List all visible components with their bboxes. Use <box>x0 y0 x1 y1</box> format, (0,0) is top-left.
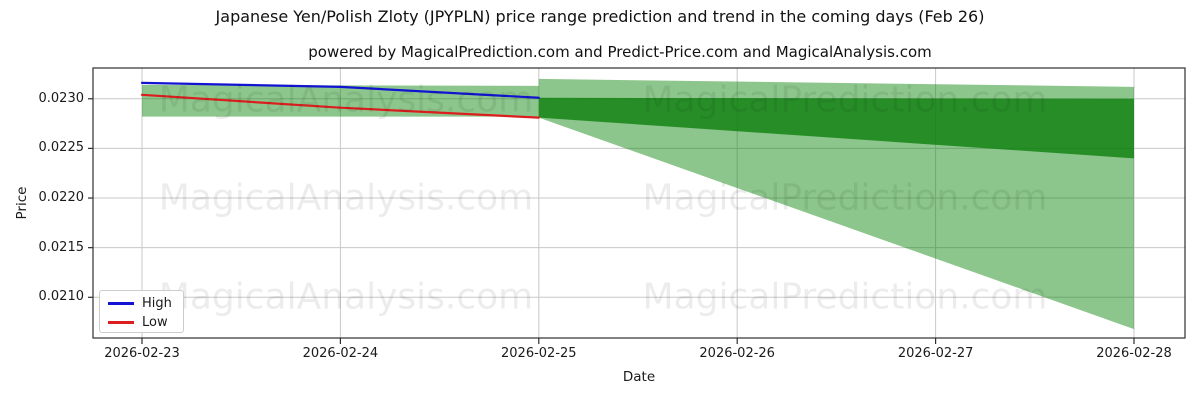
x-axis-label: Date <box>622 369 656 385</box>
x-tick-label: 2026-02-27 <box>897 346 974 361</box>
band-historical-range <box>142 84 539 117</box>
x-tick-label: 2026-02-25 <box>501 346 577 361</box>
chart-title: Japanese Yen/Polish Zloty (JPYPLN) price… <box>215 7 985 26</box>
x-tick-label: 2026-02-26 <box>699 346 775 361</box>
x-tick-label: 2026-02-23 <box>104 346 180 361</box>
y-tick-label: 0.0215 <box>38 239 85 255</box>
legend-line-sample <box>108 302 134 305</box>
y-tick-label: 0.0230 <box>38 90 85 106</box>
y-tick-label: 0.0210 <box>38 289 85 305</box>
legend-line-sample <box>108 321 134 324</box>
x-tick-label: 2026-02-28 <box>1096 346 1172 361</box>
legend-label: High <box>142 296 172 311</box>
legend-item-low: Low <box>100 313 183 332</box>
x-tick-label: 2026-02-24 <box>302 346 379 361</box>
chart-subtitle: powered by MagicalPrediction.com and Pre… <box>308 43 932 61</box>
line-low <box>140 93 540 119</box>
y-tick-label: 0.0220 <box>38 190 85 206</box>
band-prediction-inner <box>538 97 1134 159</box>
legend: High Low <box>99 290 184 333</box>
plot-frame <box>92 67 1186 339</box>
y-axis-label: Price <box>14 186 30 220</box>
y-tick-label: 0.0225 <box>38 140 85 156</box>
legend-label: Low <box>142 315 168 330</box>
line-high <box>140 81 540 99</box>
legend-item-high: High <box>100 294 183 313</box>
